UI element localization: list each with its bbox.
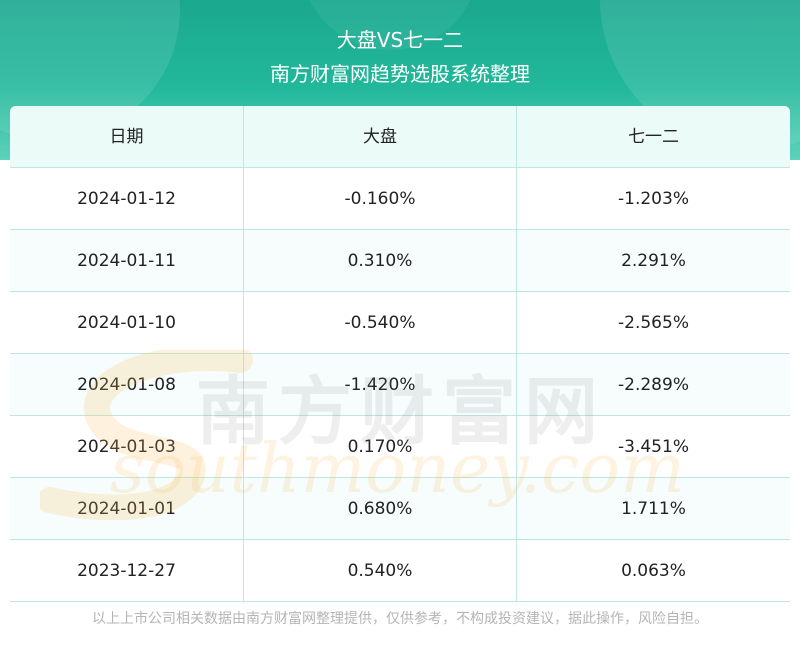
table-row: 2024-01-12 -0.160% -1.203% (10, 168, 790, 230)
column-header-date: 日期 (109, 127, 144, 147)
date-cell: 2023-12-27 (77, 561, 176, 581)
table-row: 2024-01-11 0.310% 2.291% (10, 230, 790, 292)
market-change-cell: -0.540% (243, 292, 516, 354)
market-change-cell: 0.680% (243, 478, 516, 540)
date-cell: 2024-01-11 (77, 251, 176, 271)
column-header-stock: 七一二 (516, 106, 790, 168)
table-row: 2024-01-03 0.170% -3.451% (10, 416, 790, 478)
date-cell: 2024-01-01 (77, 499, 176, 519)
stock-change-cell: -3.451% (516, 416, 790, 478)
table-row: 2023-12-27 0.540% 0.063% (10, 540, 790, 602)
market-change-cell: -0.160% (243, 168, 516, 230)
date-cell: 2024-01-03 (77, 437, 176, 457)
table-row: 2024-01-10 -0.540% -2.565% (10, 292, 790, 354)
page-subtitle: 南方财富网趋势选股系统整理 (270, 62, 530, 86)
disclaimer-text: 以上上市公司相关数据由南方财富网整理提供，仅供参考，不构成投资建议，据此操作，风… (92, 611, 708, 627)
market-change-cell: 0.310% (243, 230, 516, 292)
date-cell: 2024-01-10 (77, 313, 176, 333)
column-header-market: 大盘 (243, 106, 516, 168)
date-cell: 2024-01-08 (77, 375, 176, 395)
stock-change-cell: -2.289% (516, 354, 790, 416)
comparison-table: 日期 大盘 七一二 2024-01-12 -0.160% -1.203% 202… (10, 106, 790, 602)
market-change-cell: 0.170% (243, 416, 516, 478)
table-row: 2024-01-01 0.680% 1.711% (10, 478, 790, 540)
date-cell: 2024-01-12 (77, 189, 176, 209)
page-title: 大盘VS七一二 (336, 28, 464, 52)
market-change-cell: 0.540% (243, 540, 516, 602)
market-change-cell: -1.420% (243, 354, 516, 416)
table-header-row: 日期 大盘 七一二 (10, 106, 790, 168)
stock-change-cell: -1.203% (516, 168, 790, 230)
stock-change-cell: -2.565% (516, 292, 790, 354)
stock-change-cell: 0.063% (516, 540, 790, 602)
stock-change-cell: 2.291% (516, 230, 790, 292)
stock-change-cell: 1.711% (516, 478, 790, 540)
table-row: 2024-01-08 -1.420% -2.289% (10, 354, 790, 416)
